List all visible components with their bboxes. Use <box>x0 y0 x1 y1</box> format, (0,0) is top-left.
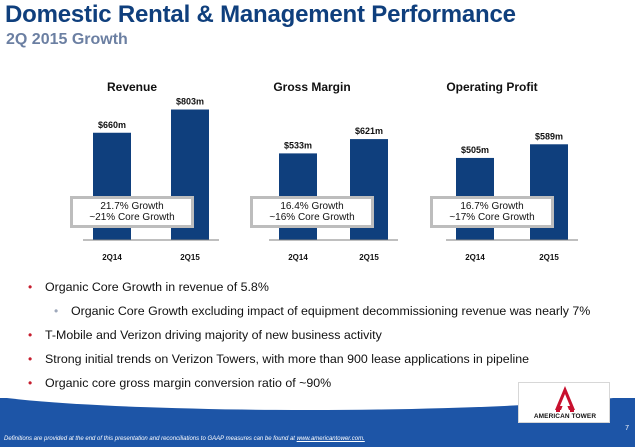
bullet-dot-icon: • <box>54 304 59 318</box>
footer-note-text: Definitions are provided at the end of t… <box>4 436 297 442</box>
gross-margin-tick-label: 2Q15 <box>359 253 379 262</box>
gross-margin-growth-line: 16.4% Growth <box>280 201 343 212</box>
revenue-growth-line: ~21% Core Growth <box>89 212 174 223</box>
gross-margin-growth-box <box>253 199 371 225</box>
american-tower-logo-icon <box>555 386 575 412</box>
revenue-growth-line: 21.7% Growth <box>100 201 163 212</box>
page-number: 7 <box>625 425 629 432</box>
bullet-text: T-Mobile and Verizon driving majority of… <box>45 328 382 342</box>
revenue-growth-box <box>73 199 191 225</box>
bullet-item: • Organic core gross margin conversion ra… <box>28 375 628 399</box>
operating-profit-tick-label: 2Q15 <box>539 253 559 262</box>
gross-margin-tick-label: 2Q14 <box>288 253 308 262</box>
page-subtitle: 2Q 2015 Growth <box>6 31 128 48</box>
page-title: Domestic Rental & Management Performance <box>5 1 516 28</box>
revenue-data-label: $660m <box>98 120 126 130</box>
bullet-text: Strong initial trends on Verizon Towers,… <box>45 352 529 366</box>
revenue-chart-title: Revenue <box>107 80 157 94</box>
revenue-tick-label: 2Q15 <box>180 253 200 262</box>
bullet-item: • Organic Core Growth in revenue of 5.8% <box>28 279 628 303</box>
bullet-item: • T-Mobile and Verizon driving majority o… <box>28 327 628 351</box>
operating-profit-tick-label: 2Q14 <box>465 253 485 262</box>
operating-profit-data-label: $505m <box>461 145 489 155</box>
charts-area: Revenue $660m 2Q14 $803m 2Q15 21.7% Growth~21… <box>70 80 578 262</box>
logo-text: AMERICAN TOWER <box>533 413 597 420</box>
gross-margin-data-label: $533m <box>284 140 312 150</box>
sub-bullet-item: • Organic Core Growth excluding impact of… <box>54 303 628 327</box>
revenue-tick-label: 2Q14 <box>102 253 122 262</box>
footer-note: Definitions are provided at the end of t… <box>4 436 365 442</box>
bullet-text: Organic Core Growth excluding impact of … <box>71 304 591 318</box>
gross-margin-chart-title: Gross Margin <box>273 80 350 94</box>
bullet-text: Organic Core Growth in revenue of 5.8% <box>45 280 269 294</box>
operating-profit-chart-title: Operating Profit <box>446 80 537 94</box>
bullet-dot-icon: • <box>28 352 33 366</box>
footer-link[interactable]: www.americantower.com. <box>296 436 365 442</box>
gross-margin-data-label: $621m <box>355 126 383 136</box>
operating-profit-growth-line: ~17% Core Growth <box>449 212 534 223</box>
operating-profit-growth-box <box>433 199 551 225</box>
bullet-text: Organic core gross margin conversion rat… <box>45 376 332 390</box>
gross-margin-growth-line: ~16% Core Growth <box>269 212 354 223</box>
operating-profit-data-label: $589m <box>535 131 563 141</box>
bullet-list: • Organic Core Growth in revenue of 5.8% •… <box>28 279 628 399</box>
operating-profit-growth-line: 16.7% Growth <box>460 201 523 212</box>
bullet-dot-icon: • <box>28 328 33 342</box>
company-logo: AMERICAN TOWER <box>518 382 610 423</box>
bullet-dot-icon: • <box>28 280 33 294</box>
bullet-dot-icon: • <box>28 376 33 390</box>
bullet-item: • Strong initial trends on Verizon Towers… <box>28 351 628 375</box>
revenue-data-label: $803m <box>176 97 204 107</box>
